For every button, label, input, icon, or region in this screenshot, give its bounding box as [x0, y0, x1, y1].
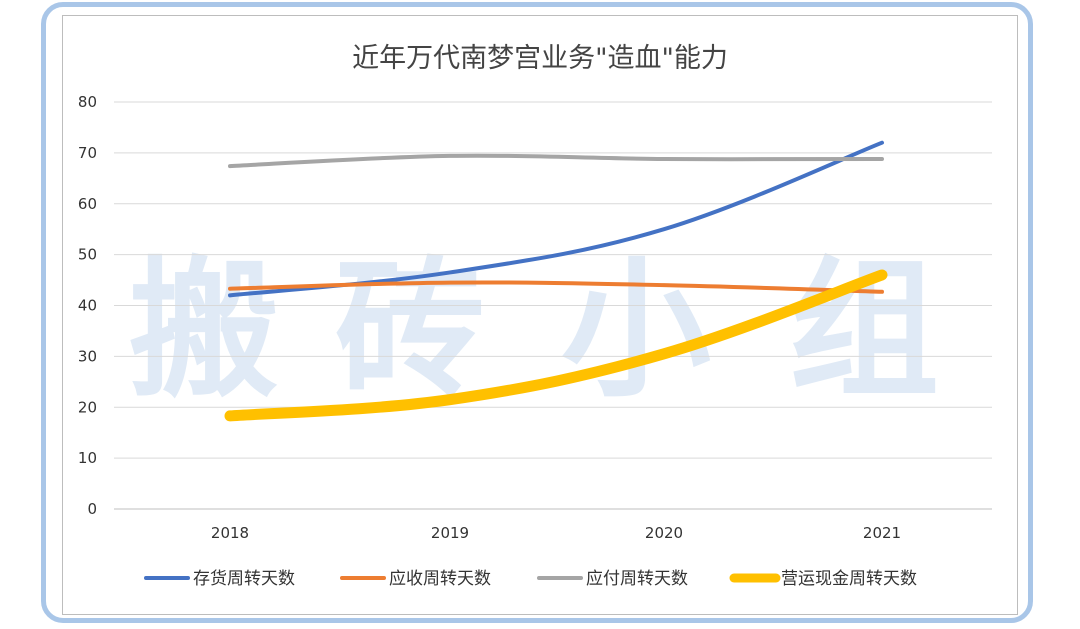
series-line — [228, 280, 884, 294]
y-tick-label: 70 — [78, 144, 97, 162]
chart-title: 近年万代南梦宫业务"造血"能力 — [352, 43, 728, 74]
watermark-char: 砖 — [335, 244, 485, 418]
y-tick-label: 30 — [78, 347, 97, 365]
y-tick-label: 40 — [78, 297, 97, 315]
x-tick-label: 2019 — [431, 524, 469, 542]
y-tick-label: 80 — [78, 93, 97, 111]
x-tick-label: 2021 — [863, 524, 901, 542]
x-tick-label: 2020 — [645, 524, 683, 542]
x-tick-label: 2018 — [211, 524, 249, 542]
watermark-char: 组 — [789, 244, 939, 418]
watermark-char: 小 — [561, 244, 711, 418]
y-tick-label: 50 — [78, 246, 97, 264]
y-tick-label: 60 — [78, 195, 97, 213]
watermark-char: 搬 — [129, 244, 279, 418]
legend-label: 应付周转天数 — [586, 569, 688, 589]
legend-label: 营运现金周转天数 — [781, 569, 917, 589]
legend-label: 应收周转天数 — [389, 569, 491, 589]
legend-label: 存货周转天数 — [193, 569, 295, 589]
series-line — [224, 269, 888, 422]
series-line — [228, 140, 884, 298]
y-tick-label: 20 — [78, 398, 97, 416]
series-line — [228, 153, 884, 169]
y-tick-label: 0 — [87, 500, 97, 518]
chart-area — [62, 15, 1018, 615]
y-tick-label: 10 — [78, 449, 97, 467]
